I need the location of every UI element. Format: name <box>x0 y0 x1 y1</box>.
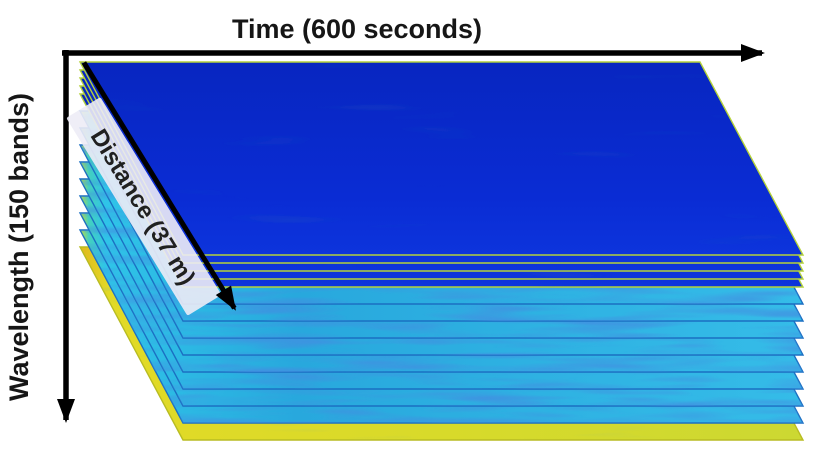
wavelength-axis-label: Wavelength (150 bands) <box>4 93 34 401</box>
distance-axis-arrow <box>81 61 237 311</box>
time-axis-label: Time (600 seconds) <box>232 14 482 44</box>
distance-label-band <box>66 97 221 316</box>
band-image-texture <box>80 62 803 255</box>
band-image-stack <box>78 61 805 441</box>
